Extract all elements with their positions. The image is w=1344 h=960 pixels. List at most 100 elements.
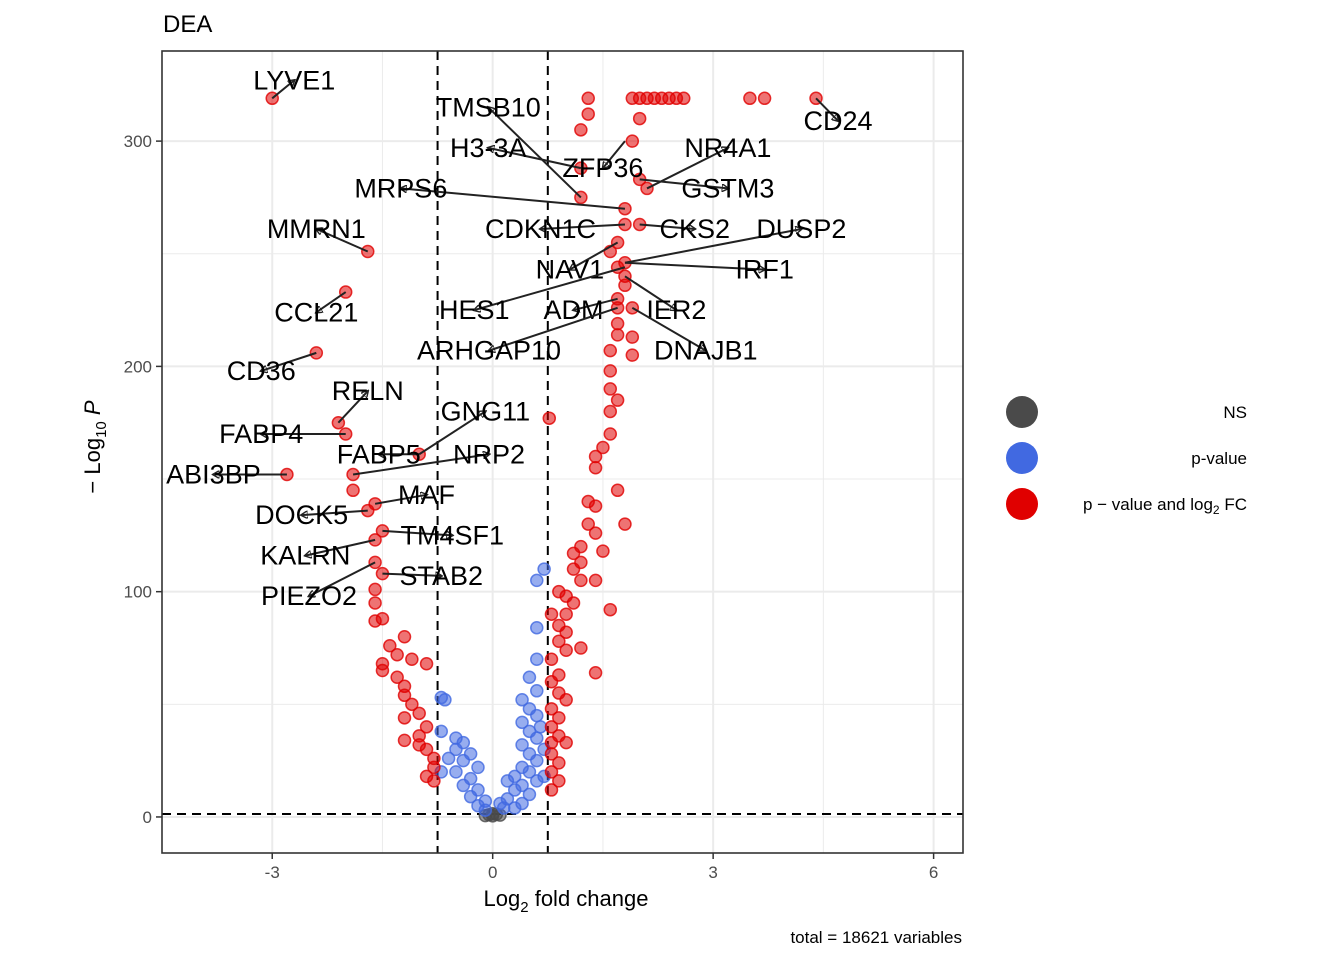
point-pvalue-and-fc [544,720,559,734]
legend-key [1006,488,1038,520]
point-pvalue-and-fc [588,526,603,540]
point-pvalue-and-fc [544,783,559,797]
point-pvalue-and-fc [405,697,419,712]
gene-label: ADM [544,295,604,325]
label-connector [603,140,626,168]
point-pvalue-and-fc [427,774,441,788]
point-pvalue-and-fc [632,111,647,126]
label-connector [309,561,376,596]
point-pvalue-and-fc [618,278,632,293]
point-pvalue [456,753,471,768]
label-connector [474,266,626,310]
point-pvalue-and-fc [603,382,618,396]
label-connector [488,107,582,199]
x-tick-label: -3 [265,863,280,882]
gene-label: TMSB10 [436,92,541,122]
label-connector [316,291,347,312]
chart-title: DEA [163,11,212,38]
gene-label: DNAJB1 [654,336,758,366]
gene-label: FABP4 [219,419,303,449]
point-pvalue-and-fc [390,648,404,662]
point-pvalue [522,670,537,685]
gene-label: IRF1 [735,255,794,285]
label-connector [815,97,838,121]
point-pvalue-and-fc [544,702,559,716]
point-pvalue-and-fc [581,107,595,121]
point-pvalue-and-fc [559,625,573,639]
point-pvalue [438,693,452,707]
point-pvalue-and-fc [405,652,419,667]
gene-label: ARHGAP10 [417,336,561,366]
point-pvalue-and-fc [375,663,390,678]
point-pvalue-and-fc [552,584,566,599]
gene-label: CD36 [227,356,296,386]
point-pvalue-and-fc [544,747,559,761]
y-tick-label: 0 [143,808,152,827]
point-pvalue-and-fc [566,596,581,610]
x-axis: -3 0 3 6 [265,853,938,882]
label-connector [639,178,728,188]
point-pvalue [471,760,485,775]
point-pvalue-and-fc [757,91,772,106]
gene-label: PIEZO2 [261,581,357,611]
x-tick-label: 3 [708,863,717,882]
gene-label: DOCK5 [255,500,348,530]
point-pvalue [530,753,544,768]
point-pvalue-and-fc [610,328,625,342]
label-connector [337,391,367,424]
point-pvalue-and-fc [559,607,573,621]
label-connector [624,229,801,264]
point-pvalue-and-fc [610,393,625,407]
label-connector [374,495,426,505]
legend-label: NS [1223,403,1247,422]
point-pvalue-and-fc [383,638,397,653]
point-pvalue-and-fc [588,573,603,588]
label-connector [540,223,626,229]
point-pvalue [500,774,515,788]
plot-panel-border [161,50,964,854]
point-pvalue-and-fc [625,330,640,344]
gene-label: TM4SF1 [401,520,505,550]
point-pvalue-and-fc [397,629,412,644]
legend-label: p-value [1191,449,1247,468]
point-pvalue-and-fc [581,517,595,531]
point-pvalue-and-fc [574,641,588,655]
point-pvalue [530,652,544,667]
point-pvalue-and-fc [588,499,603,513]
point-pvalue [522,787,537,802]
x-axis-label: Log2 fold change [484,886,649,916]
point-pvalue-and-fc [574,123,588,137]
gene-label: IER2 [646,295,706,325]
point-pvalue-and-fc [390,670,404,685]
gene-label: NR4A1 [684,133,771,163]
gene-label: ZFP36 [562,153,643,183]
gene-label: CKS2 [660,214,731,244]
point-pvalue-and-fc [625,91,640,106]
point-pvalue [530,708,544,723]
point-pvalue-and-fc [596,544,610,558]
point-pvalue-and-fc [559,693,573,707]
gene-label: LYVE1 [253,65,335,95]
gene-label: HES1 [439,295,510,325]
label-connector [570,241,619,269]
point-pvalue-and-fc [419,720,434,734]
point-pvalue-and-fc [559,735,573,750]
point-pvalue-and-fc [574,573,588,588]
point-pvalue [522,765,537,779]
point-pvalue-and-fc [603,427,618,441]
point-pvalue-and-fc [596,440,610,455]
point-pvalue-and-fc [610,483,625,498]
point-pvalue-and-fc [603,404,618,419]
point-pvalue-and-fc [427,760,441,775]
point-pvalue [456,778,471,793]
point-pvalue-and-fc [552,774,566,788]
label-connector [305,538,376,556]
point-pvalue [496,801,511,815]
gene-label: DUSP2 [756,214,846,244]
point-pvalue-and-fc [544,675,559,689]
point-pvalue-and-fc [544,765,559,779]
label-connector [488,148,582,170]
grid-lines [161,51,963,853]
point-pvalue [515,738,529,752]
point-pvalue-and-fc [544,735,559,750]
